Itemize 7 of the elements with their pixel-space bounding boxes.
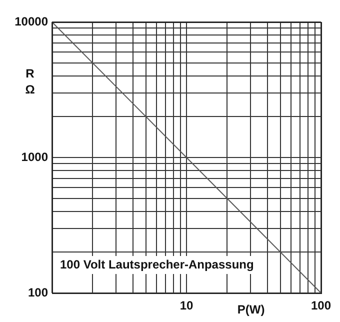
y-tick-label: 100 bbox=[28, 285, 48, 300]
x-axis-title: P(W) bbox=[237, 302, 265, 316]
y-tick-label: 10000 bbox=[14, 14, 48, 28]
annotation: 100 Volt Lautsprecher-Anpassung bbox=[60, 257, 254, 272]
y-tick-label: 1000 bbox=[21, 150, 48, 164]
x-tick-label: 10 bbox=[180, 298, 194, 313]
y-axis-title: R Ω bbox=[25, 66, 36, 96]
